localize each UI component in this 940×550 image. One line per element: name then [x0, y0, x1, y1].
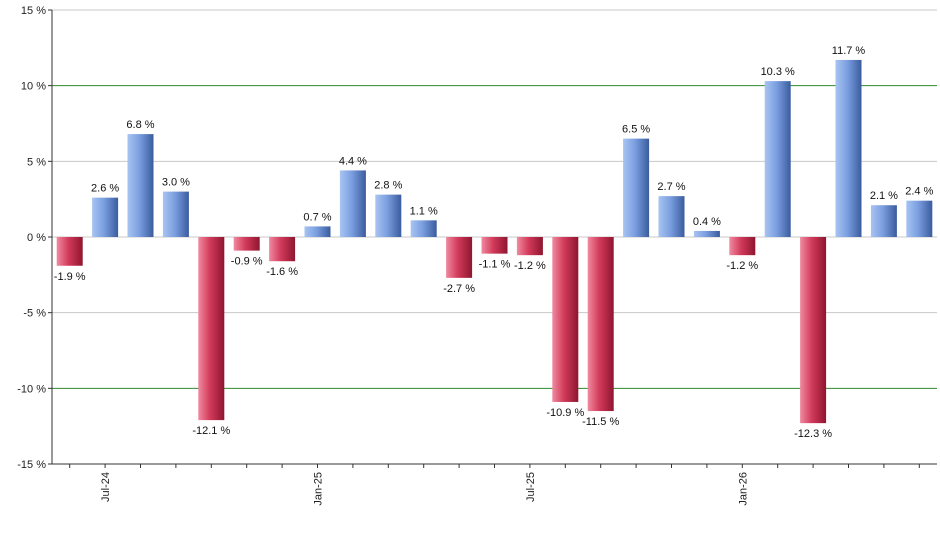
bar-value-label: 0.4 % — [693, 216, 721, 228]
bar-value-label: -2.7 % — [443, 283, 475, 295]
bar — [658, 196, 685, 237]
y-tick-label: 0 % — [27, 232, 46, 244]
bar-value-label: -1.6 % — [266, 266, 298, 278]
bar-value-label: 2.4 % — [905, 186, 933, 198]
bar — [304, 226, 331, 237]
bar-value-label: 2.1 % — [870, 190, 898, 202]
bar-value-label: 11.7 % — [832, 45, 866, 57]
bar-value-label: -12.3 % — [794, 428, 832, 440]
y-tick-label: -15 % — [17, 459, 46, 471]
bar — [729, 237, 756, 256]
bar-value-label: -1.2 % — [726, 260, 758, 272]
bar-value-label: -1.1 % — [479, 259, 511, 271]
bar — [198, 237, 225, 421]
bar-value-label: 6.8 % — [126, 119, 154, 131]
bar — [162, 191, 189, 237]
bar — [764, 81, 791, 237]
x-tick-label: Jan-25 — [313, 472, 325, 506]
bar — [552, 237, 579, 402]
bar — [375, 194, 402, 237]
bar — [623, 138, 650, 237]
bar — [339, 170, 366, 237]
y-tick-label: 5 % — [27, 156, 46, 168]
bar — [693, 230, 720, 237]
bar-value-label: 1.1 % — [410, 205, 438, 217]
bar — [835, 59, 862, 237]
axes: 15 % 10 % 5 % 0 % -5 % -10 % -15 % Jul-24 Jan-25… — [17, 5, 937, 506]
bar — [587, 237, 614, 412]
data-labels: -1.9 % 2.6 % 6.8 % 3.0 % -12.1 % -0.9 %-1.6 %… — [54, 45, 934, 440]
bar-value-label: 2.6 % — [91, 183, 119, 195]
x-tick-label: Jul-24 — [100, 472, 112, 502]
bar — [269, 237, 296, 262]
bar-value-label: -1.2 % — [514, 260, 546, 272]
bar-value-label: 3.0 % — [162, 177, 190, 189]
bar — [516, 237, 543, 256]
bar — [410, 220, 437, 237]
bar — [92, 197, 119, 237]
bar-value-label: 6.5 % — [622, 124, 650, 136]
bar — [906, 200, 933, 237]
bar-value-label: 2.7 % — [657, 181, 685, 193]
bars — [56, 59, 933, 424]
y-tick-label: -5 % — [23, 308, 46, 320]
bar — [233, 237, 260, 251]
bar-value-label: 10.3 % — [761, 66, 795, 78]
y-tick-label: 10 % — [21, 81, 46, 93]
y-tick-label: -10 % — [17, 383, 46, 395]
bar — [446, 237, 473, 278]
bar-value-label: 0.7 % — [303, 211, 331, 223]
bar-value-label: 4.4 % — [339, 155, 367, 167]
bar-value-label: -10.9 % — [546, 407, 584, 419]
x-tick-label: Jan-26 — [737, 472, 749, 506]
bar — [481, 237, 508, 254]
bar — [870, 205, 897, 237]
bar-value-label: -11.5 % — [582, 416, 619, 428]
bar-value-label: -0.9 % — [231, 256, 263, 268]
bar-value-label: -1.9 % — [54, 271, 86, 283]
bar — [800, 237, 827, 424]
bar — [127, 134, 154, 237]
x-tick-label: Jul-25 — [525, 472, 537, 502]
bar — [56, 237, 83, 266]
y-tick-label: 15 % — [21, 5, 46, 17]
bar-value-label: -12.1 % — [192, 425, 230, 437]
bar-value-label: 2.8 % — [374, 180, 402, 192]
